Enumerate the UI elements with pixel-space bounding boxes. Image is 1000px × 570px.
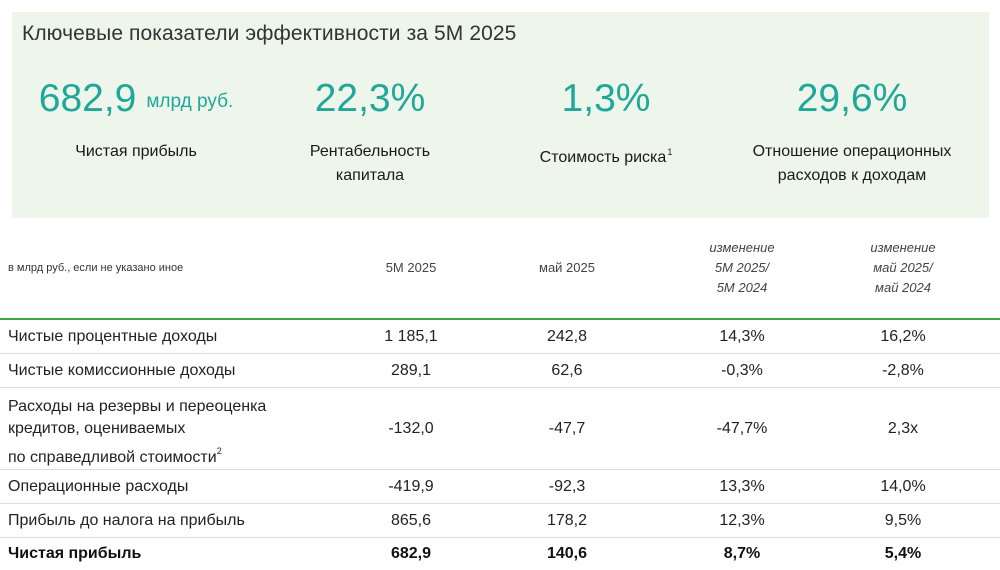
row-label-line: Расходы на резервы и переоценка xyxy=(8,398,267,415)
table-row: Чистая прибыль 682,9 140,6 8,7% 5,4% xyxy=(0,538,1000,570)
kpi-title: Ключевые показатели эффективности за 5М … xyxy=(22,22,517,45)
kpi-label-line: Рентабельность xyxy=(309,143,431,160)
table-cell: -92,3 xyxy=(548,478,586,495)
table-cell: 13,3% xyxy=(719,478,765,495)
table-row: Расходы на резервы и переоценка кредитов,… xyxy=(0,388,1000,470)
row-label-line: Прибыль до налога на прибыль xyxy=(8,512,245,529)
kpi-number: 29,6% xyxy=(796,77,908,120)
table-cell: 16,2% xyxy=(880,328,926,345)
kpi-label-line: расходов к доходам xyxy=(777,167,927,184)
table-cell: -2,8% xyxy=(882,362,924,379)
row-label-line: Операционные расходы xyxy=(8,478,189,495)
table-cell: 1 185,1 xyxy=(384,328,438,345)
kpi-label: Стоимость риска1 xyxy=(486,140,726,170)
column-header: 5М 2025 xyxy=(341,258,481,278)
column-header-line: 5М 2025/ xyxy=(714,260,770,275)
column-header-line: май 2025 xyxy=(539,260,595,275)
table-row: Операционные расходы -419,9 -92,3 13,3% 14,0… xyxy=(0,470,1000,504)
kpi-label-line: Стоимость риска1 xyxy=(539,147,673,166)
kpi-number: 1,3% xyxy=(561,77,651,120)
kpi-value: 22,3% xyxy=(240,76,500,122)
table-caption: в млрд руб., если не указано иное xyxy=(8,262,184,274)
row-label: Операционные расходы xyxy=(8,476,308,498)
table-cell: -132,0 xyxy=(388,420,434,437)
kpi-number: 22,3% xyxy=(314,77,426,120)
row-label-line: Чистая прибыль xyxy=(8,545,142,562)
kpi-panel: Ключевые показатели эффективности за 5М … xyxy=(12,12,989,218)
table-cell: 62,6 xyxy=(551,362,583,379)
row-label: Чистая прибыль xyxy=(8,543,308,565)
kpi-label-line: Чистая прибыль xyxy=(75,143,197,160)
table-cell: 8,7% xyxy=(723,545,761,562)
column-header-line: май 2025/ xyxy=(873,260,933,275)
kpi-value: 682,9 млрд руб. xyxy=(6,76,266,122)
table-cell: -47,7% xyxy=(716,420,768,437)
column-header: изменение 5М 2025/5М 2024 xyxy=(672,238,812,298)
column-header-line: изменение xyxy=(709,240,775,255)
table-cell: 682,9 xyxy=(390,545,432,562)
column-header-line: изменение xyxy=(870,240,936,255)
table-row: Прибыль до налога на прибыль 865,6 178,2 12… xyxy=(0,504,1000,538)
row-label: Чистые комиссионные доходы xyxy=(8,360,308,382)
row-label: Чистые процентные доходы xyxy=(8,326,308,348)
table-cell: 5,4% xyxy=(884,545,922,562)
table-row: Чистые процентные доходы 1 185,1 242,8 14,3… xyxy=(0,320,1000,354)
column-header-line: 5М 2024 xyxy=(716,280,768,295)
table-cell: 14,0% xyxy=(880,478,926,495)
table-cell: 2,3x xyxy=(887,420,919,437)
table-cell: -47,7 xyxy=(548,420,586,437)
row-label-line: Чистые процентные доходы xyxy=(8,328,218,345)
column-header: изменение май 2025/май 2024 xyxy=(833,238,973,298)
table-cell: -0,3% xyxy=(721,362,763,379)
table-cell: 14,3% xyxy=(719,328,765,345)
kpi-unit: млрд руб. xyxy=(146,91,234,112)
table-cell: 178,2 xyxy=(546,512,588,529)
row-label-line: по справедливой стоимости2 xyxy=(8,446,222,466)
kpi-label: Отношение операционных расходов к доходам xyxy=(732,140,972,188)
footnote-marker: 2 xyxy=(216,446,222,456)
row-label-line: Чистые комиссионные доходы xyxy=(8,362,236,379)
table-cell: 140,6 xyxy=(546,545,588,562)
kpi-label-line: Отношение операционных xyxy=(752,143,952,160)
kpi-number: 682,9 xyxy=(38,77,137,120)
kpi-value: 1,3% xyxy=(476,76,736,122)
column-header-line: 5М 2025 xyxy=(385,260,437,275)
table-cell: 12,3% xyxy=(719,512,765,529)
kpi-label-line: капитала xyxy=(335,167,405,184)
row-label-line: кредитов, оцениваемых xyxy=(8,420,186,437)
table-row: Чистые комиссионные доходы 289,1 62,6 -0,3%… xyxy=(0,354,1000,388)
row-label: Расходы на резервы и переоценка кредитов,… xyxy=(8,396,308,469)
table-cell: 242,8 xyxy=(546,328,588,345)
row-label: Прибыль до налога на прибыль xyxy=(8,510,308,532)
table-cell: -419,9 xyxy=(388,478,434,495)
table-cell: 9,5% xyxy=(884,512,922,529)
kpi-label: Чистая прибыль xyxy=(16,140,256,164)
footnote-marker: 1 xyxy=(667,147,673,157)
column-header: май 2025 xyxy=(497,258,637,278)
kpi-label: Рентабельность капитала xyxy=(250,140,490,188)
kpi-value: 29,6% xyxy=(722,76,982,122)
header-divider xyxy=(0,318,1000,320)
column-header-line: май 2024 xyxy=(875,280,931,295)
table-cell: 289,1 xyxy=(390,362,432,379)
table-cell: 865,6 xyxy=(390,512,432,529)
